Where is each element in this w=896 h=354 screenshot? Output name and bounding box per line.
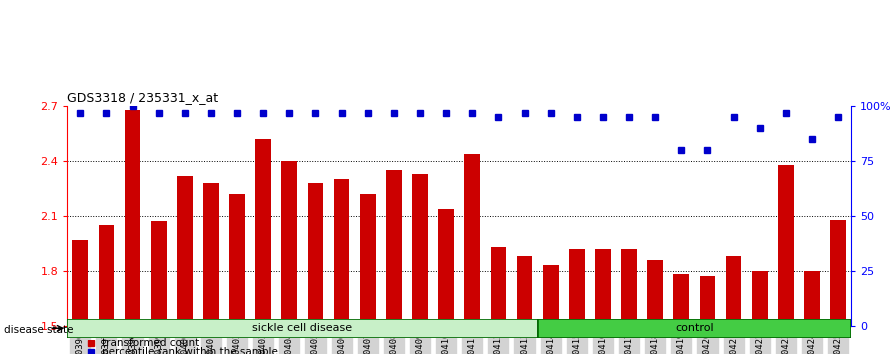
Bar [307, 183, 323, 326]
Text: percentile rank within the sample: percentile rank within the sample [102, 347, 279, 354]
Bar [490, 247, 506, 326]
Bar [726, 256, 742, 326]
Bar [464, 154, 480, 326]
Bar [203, 183, 219, 326]
Bar [700, 276, 715, 326]
Bar [674, 274, 689, 326]
Bar [177, 176, 193, 326]
Bar [281, 161, 297, 326]
Bar [752, 271, 768, 326]
Bar [386, 170, 401, 326]
Bar [621, 249, 637, 326]
Text: GDS3318 / 235331_x_at: GDS3318 / 235331_x_at [67, 91, 219, 104]
Bar [333, 179, 349, 326]
Bar [538, 319, 851, 338]
Bar [569, 249, 585, 326]
Text: sickle cell disease: sickle cell disease [253, 323, 352, 333]
Bar [255, 139, 271, 326]
Bar [73, 240, 88, 326]
Bar [595, 249, 611, 326]
Bar [517, 256, 532, 326]
Bar [831, 219, 846, 326]
Bar [99, 225, 114, 326]
Bar [778, 165, 794, 326]
Bar [360, 194, 375, 326]
Text: disease state: disease state [4, 325, 74, 335]
Bar [229, 194, 245, 326]
Bar [151, 222, 167, 326]
Bar [67, 319, 538, 338]
Bar [125, 110, 141, 326]
Bar [412, 174, 427, 326]
Bar [438, 209, 454, 326]
Text: transformed count: transformed count [102, 338, 200, 348]
Bar [543, 266, 558, 326]
Text: control: control [675, 323, 714, 333]
Bar [805, 271, 820, 326]
Bar [647, 260, 663, 326]
